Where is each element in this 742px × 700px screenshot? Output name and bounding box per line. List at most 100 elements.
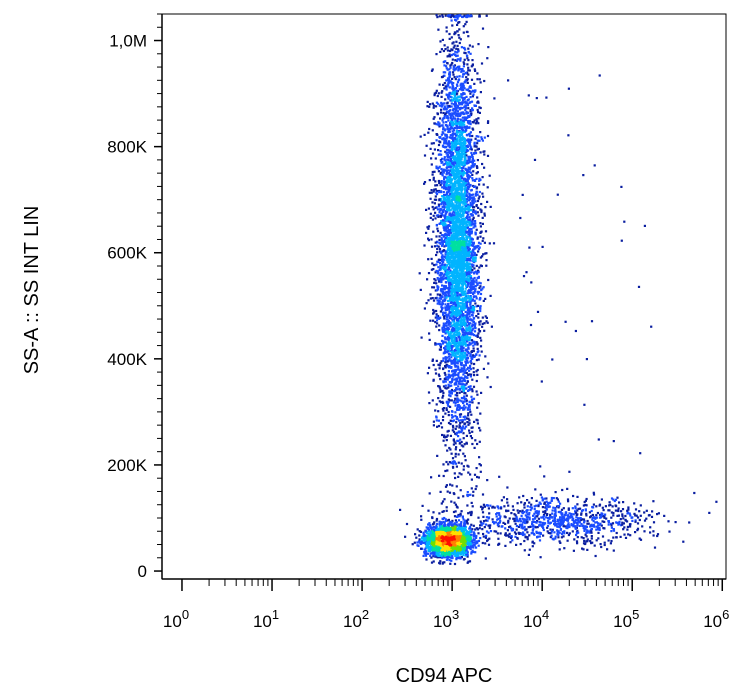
data-point xyxy=(450,324,453,327)
data-point xyxy=(448,155,451,158)
data-point xyxy=(452,14,455,18)
data-point xyxy=(477,539,481,542)
data-point xyxy=(486,121,490,124)
data-point xyxy=(469,353,472,356)
data-point xyxy=(442,538,445,541)
data-point xyxy=(463,351,466,355)
data-point xyxy=(473,163,476,166)
data-point xyxy=(462,82,465,85)
data-point xyxy=(464,356,467,359)
data-point xyxy=(443,516,446,520)
data-point xyxy=(460,521,463,524)
data-point xyxy=(419,135,422,138)
data-point xyxy=(454,432,457,435)
data-point xyxy=(420,542,423,545)
data-point xyxy=(456,165,460,168)
data-point xyxy=(488,537,491,540)
data-point xyxy=(460,46,463,49)
data-point xyxy=(455,168,458,171)
data-point xyxy=(436,293,439,296)
data-point xyxy=(478,179,481,182)
data-point xyxy=(481,162,484,166)
data-point xyxy=(456,303,459,306)
data-point xyxy=(462,314,465,317)
data-point xyxy=(464,527,467,530)
data-point xyxy=(474,439,477,442)
data-point xyxy=(448,68,451,71)
data-point xyxy=(477,312,480,315)
data-point xyxy=(441,396,444,399)
data-point xyxy=(444,142,447,145)
data-point xyxy=(440,95,443,98)
data-point xyxy=(438,222,441,225)
data-point xyxy=(467,471,470,474)
data-point xyxy=(451,84,454,87)
data-point xyxy=(437,28,440,31)
data-point xyxy=(439,117,442,120)
data-point xyxy=(435,193,439,196)
data-point xyxy=(442,385,446,388)
data-point xyxy=(451,457,455,460)
data-point xyxy=(462,437,465,440)
data-point xyxy=(432,525,435,529)
data-point xyxy=(453,501,456,504)
data-point xyxy=(427,549,430,552)
data-point xyxy=(453,69,456,72)
data-point xyxy=(448,373,451,377)
data-point xyxy=(454,402,457,405)
data-point xyxy=(460,545,463,548)
data-point xyxy=(453,95,456,98)
data-point xyxy=(445,408,448,411)
data-point xyxy=(437,179,440,183)
data-point xyxy=(448,73,451,76)
data-point xyxy=(442,543,445,546)
data-point xyxy=(471,442,474,446)
data-point xyxy=(456,239,460,242)
data-point xyxy=(439,150,442,153)
data-point xyxy=(472,93,475,96)
data-point xyxy=(457,355,460,358)
data-point xyxy=(463,356,466,359)
data-point xyxy=(456,281,460,284)
data-point xyxy=(446,111,450,114)
data-point xyxy=(456,250,459,254)
data-point xyxy=(468,44,471,47)
data-point xyxy=(467,541,470,544)
data-point xyxy=(469,300,472,303)
data-point xyxy=(442,132,445,135)
data-point xyxy=(462,545,465,548)
data-point xyxy=(463,547,467,550)
data-point xyxy=(442,474,445,478)
data-point xyxy=(421,541,425,544)
data-point xyxy=(453,522,456,525)
data-point xyxy=(440,360,443,363)
data-point xyxy=(466,361,469,364)
data-point xyxy=(423,536,426,539)
data-point xyxy=(445,30,448,33)
data-point xyxy=(440,549,443,552)
data-point xyxy=(477,214,480,217)
data-point xyxy=(466,402,469,406)
data-point xyxy=(435,517,439,521)
data-point xyxy=(461,180,464,183)
data-point xyxy=(437,528,440,532)
data-point xyxy=(479,81,482,84)
data-point xyxy=(439,242,442,245)
data-point xyxy=(450,261,453,264)
data-point xyxy=(459,530,462,533)
data-point xyxy=(462,153,465,156)
data-point xyxy=(448,550,451,553)
data-point xyxy=(455,521,458,524)
data-point xyxy=(472,385,476,388)
data-point xyxy=(429,103,432,106)
data-point xyxy=(450,521,453,524)
data-point xyxy=(428,338,431,341)
data-point xyxy=(451,275,454,278)
data-point xyxy=(473,68,476,71)
data-point xyxy=(450,356,453,359)
data-point xyxy=(462,222,466,225)
data-point xyxy=(443,82,446,85)
data-point xyxy=(473,90,476,93)
data-point xyxy=(460,368,463,372)
data-point xyxy=(469,131,472,134)
